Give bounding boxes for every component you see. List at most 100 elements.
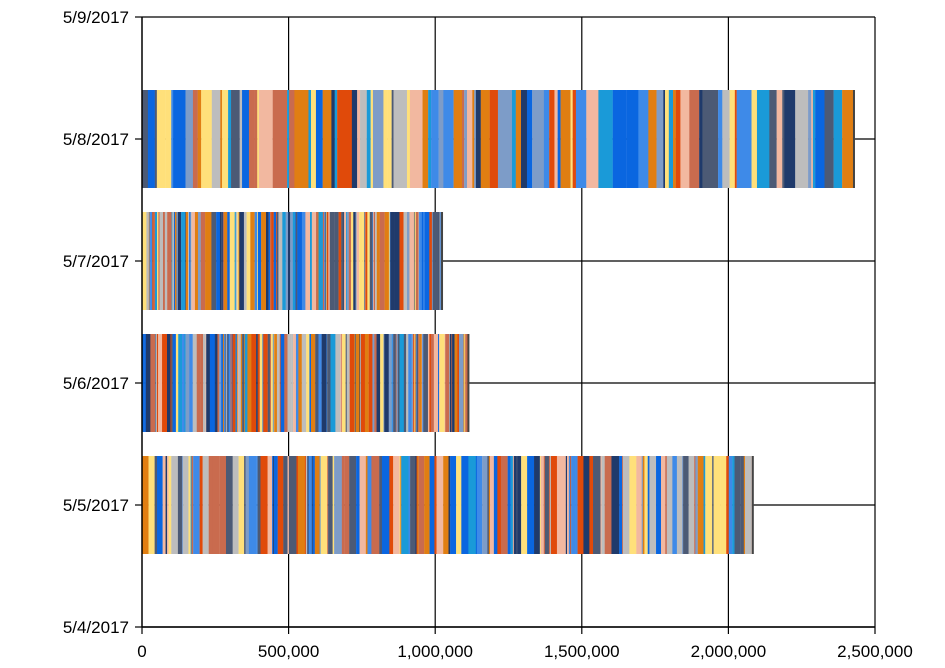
- bar-segment: [439, 212, 441, 310]
- bar-segment: [598, 90, 613, 188]
- bar-segment: [235, 212, 238, 310]
- bar-segment: [154, 456, 158, 554]
- bar-segment: [372, 212, 374, 310]
- bar-segment: [409, 212, 415, 310]
- bar-segment: [315, 334, 319, 432]
- bar-segment: [294, 90, 309, 188]
- bar-segment: [328, 212, 330, 310]
- bar-end: [751, 456, 754, 554]
- bar-segment: [158, 212, 160, 310]
- bar-segment: [244, 334, 245, 432]
- bar-segment: [795, 90, 809, 188]
- bar-segment: [379, 456, 383, 554]
- bar-segment: [277, 456, 284, 554]
- bar-segment: [221, 334, 224, 432]
- bar-segment: [712, 456, 714, 554]
- bar-segment: [429, 334, 432, 432]
- bar-segment: [416, 456, 418, 554]
- bar-segment: [194, 212, 198, 310]
- bar-segment: [365, 212, 368, 310]
- bar-segment: [356, 212, 360, 310]
- bar-segment: [273, 212, 277, 310]
- bar-segment: [185, 90, 194, 188]
- bar-segment: [239, 90, 243, 188]
- bar-segment: [736, 90, 752, 188]
- bar-segment: [414, 212, 416, 310]
- bar-segment: [360, 334, 366, 432]
- bar-segment: [232, 334, 236, 432]
- bar-segment: [256, 456, 258, 554]
- bar-segment: [626, 90, 639, 188]
- bar-segment: [359, 212, 363, 310]
- bar-segment: [222, 90, 229, 188]
- bar-segment: [193, 456, 200, 554]
- bar-segment: [350, 212, 352, 310]
- bar-segment: [392, 334, 394, 432]
- bar-segment: [346, 212, 347, 310]
- bar-segment: [475, 90, 481, 188]
- bar-segment: [521, 90, 528, 188]
- bar-segment: [297, 212, 303, 310]
- bar-segment: [142, 90, 149, 188]
- bar-segment: [171, 456, 179, 554]
- bar-segment: [148, 456, 155, 554]
- bar-segment: [319, 456, 321, 554]
- bar-segment: [368, 334, 373, 432]
- bar-segment: [246, 212, 251, 310]
- bar-segment: [288, 456, 297, 554]
- bar-segment: [231, 334, 233, 432]
- bar-segment: [157, 212, 159, 310]
- bar-segment: [593, 456, 601, 554]
- bar-segment: [242, 90, 250, 188]
- bar-segment: [743, 456, 746, 554]
- bar-segment: [423, 334, 429, 432]
- bar-segment: [734, 456, 741, 554]
- bar-segment: [311, 334, 316, 432]
- bar-segment: [184, 334, 186, 432]
- bar-segment: [379, 334, 381, 432]
- bar-segment: [539, 456, 541, 554]
- bar-segment: [656, 456, 662, 554]
- y-tick-label: 5/7/2017: [63, 252, 129, 271]
- bar-segment: [273, 334, 275, 432]
- bar-segment: [326, 334, 328, 432]
- bar-segment: [391, 334, 393, 432]
- bar-segment: [351, 212, 354, 310]
- bar-segment: [173, 212, 176, 310]
- bar-segment: [619, 456, 623, 554]
- bar-segment: [463, 334, 465, 432]
- bar-segment: [356, 456, 360, 554]
- bar-segment: [223, 334, 226, 432]
- bar-segment: [445, 334, 450, 432]
- bar-segment: [176, 212, 178, 310]
- bar-segment: [357, 90, 361, 188]
- bar-segment: [675, 90, 681, 188]
- bar-segment: [182, 334, 185, 432]
- bar-segment: [511, 90, 516, 188]
- bar-segment: [364, 212, 365, 310]
- bar-segment: [393, 334, 396, 432]
- bar-segment: [549, 456, 552, 554]
- bar-segment: [226, 334, 228, 432]
- bar-segment: [673, 90, 676, 188]
- bar-segment: [301, 212, 306, 310]
- bar-segment: [225, 456, 233, 554]
- bar-segment: [334, 90, 338, 188]
- bar-segment: [421, 334, 423, 432]
- bar-segment: [196, 334, 201, 432]
- bar-segment: [419, 334, 422, 432]
- bar-segment: [171, 90, 174, 188]
- bar-segment: [324, 212, 326, 310]
- bar-segment: [359, 334, 361, 432]
- bar-segment: [305, 456, 308, 554]
- x-tick-labels: 0 500,000 1,000,000 1,500,000 2,000,000 2,500…: [137, 642, 913, 661]
- bar-segment: [228, 90, 232, 188]
- bar-segment: [435, 212, 440, 310]
- bar-segment: [251, 334, 257, 432]
- bar-segment: [726, 456, 729, 554]
- x-tick-label: 2,000,000: [691, 642, 767, 661]
- bar-segment: [507, 456, 511, 554]
- bar-segment: [191, 456, 194, 554]
- bar-segment: [543, 456, 546, 554]
- bar-segment: [360, 90, 367, 188]
